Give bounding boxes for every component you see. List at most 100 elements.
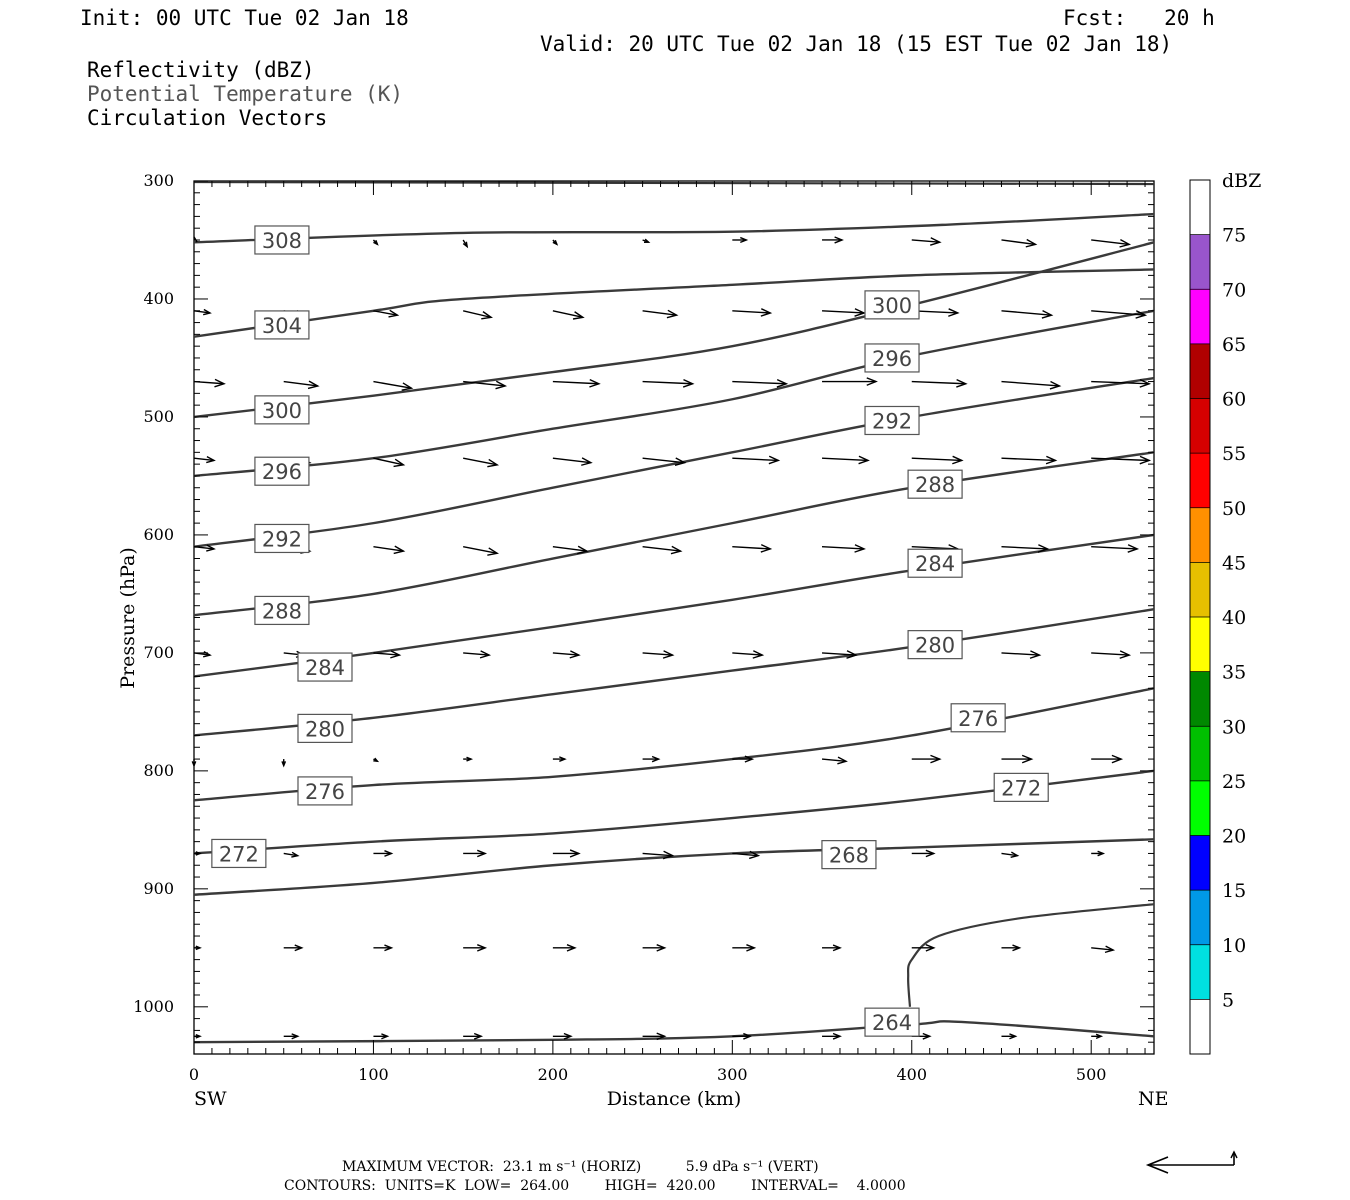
circulation-vectors (191, 236, 1152, 1041)
contour-label-text: 272 (219, 842, 259, 866)
circulation-vector (552, 239, 559, 246)
circulation-vector (373, 545, 406, 555)
circulation-vector (1091, 650, 1132, 659)
circulation-vector (1001, 1033, 1018, 1040)
isentrope-304 (193, 268, 1155, 338)
isentrope-272 (193, 769, 1155, 855)
isentrope-264 (193, 1020, 1155, 1044)
circulation-vector (1091, 945, 1116, 954)
y-tick-label: 1000 (133, 997, 174, 1016)
circulation-vector (373, 309, 400, 318)
circulation-vector (911, 944, 936, 952)
contour-label-text: 288 (915, 473, 955, 497)
contour-label-box (864, 1007, 920, 1037)
x-tick-label: 400 (896, 1065, 927, 1084)
contour-label: 288 (254, 595, 310, 626)
contour-label-box (297, 713, 353, 743)
colorbar-segment (1190, 726, 1210, 781)
contour-label-text: 264 (872, 1011, 912, 1035)
circulation-vector (1001, 455, 1058, 465)
contour-label-box (950, 703, 1006, 733)
circulation-vector (193, 308, 212, 316)
contour-label-box (254, 225, 310, 255)
circulation-vector (1001, 944, 1022, 952)
circulation-vector (1091, 754, 1124, 764)
circulation-vector (642, 755, 661, 763)
circulation-vector (732, 944, 757, 952)
contour-label: 296 (254, 456, 310, 486)
y-tick-label: 800 (143, 761, 174, 780)
circulation-vector (463, 849, 488, 858)
contour-label: 284 (297, 652, 353, 682)
circulation-vector (373, 850, 394, 857)
circulation-vector (462, 310, 493, 320)
colorbar-segment (1190, 234, 1210, 290)
colorbar: 5 10 15 20 25 30 35 40 45 50 55 60 65 70 75 (1189, 179, 1246, 1055)
colorbar-segment (1190, 453, 1210, 508)
valid-time: Valid: 20 UTC Tue 02 Jan 18 (15 EST Tue … (540, 32, 1173, 56)
circulation-vector (642, 379, 695, 388)
x-axis-right-label: NE (1138, 1088, 1169, 1110)
circulation-vector (463, 546, 500, 556)
contour-label: 292 (864, 405, 920, 436)
circulation-vector (1001, 238, 1038, 248)
colorbar-segment (1190, 507, 1210, 563)
y-tick-label: 500 (143, 407, 174, 426)
circulation-vector (1091, 544, 1140, 553)
colorbar-level-label: 45 (1222, 552, 1246, 574)
circulation-vector (1001, 380, 1062, 390)
isentrope-292 (193, 376, 1155, 548)
circulation-vector (373, 650, 402, 659)
circulation-vector (732, 650, 765, 659)
reference-vector-arrow (1145, 1150, 1238, 1174)
field-reflectivity: Reflectivity (dBZ) (87, 58, 315, 82)
contour-label-box (864, 343, 920, 373)
y-tick-label: 300 (143, 171, 174, 190)
contour-label-text: 276 (958, 707, 998, 731)
circulation-vector (732, 455, 781, 465)
circulation-vector (1091, 1033, 1104, 1039)
contour-label-box (211, 838, 267, 869)
contour-label-box (907, 630, 963, 660)
circulation-vector (732, 379, 789, 388)
circulation-vector (193, 651, 212, 658)
circulation-vector (552, 310, 585, 320)
contour-label-box (821, 840, 877, 870)
circulation-vector (552, 1032, 573, 1040)
circulation-vector (193, 456, 216, 464)
field-circulation-vectors: Circulation Vectors (87, 106, 328, 130)
colorbar-segment (1190, 890, 1210, 945)
circulation-vector (911, 754, 942, 764)
colorbar-level-label: 10 (1222, 935, 1246, 957)
circulation-vector (822, 377, 878, 386)
circulation-vector (911, 237, 942, 246)
x-tick-label: 500 (1076, 1065, 1107, 1084)
circulation-vector (642, 309, 679, 319)
contour-label-text: 292 (872, 409, 912, 433)
circulation-vector (1091, 310, 1148, 319)
contour-label: 296 (864, 343, 920, 373)
circulation-vector (642, 1032, 667, 1041)
circulation-vector (821, 756, 848, 765)
circulation-vector (822, 1032, 842, 1040)
colorbar-segment (1190, 617, 1210, 672)
contour-label: 264 (864, 1007, 920, 1037)
contour-label-box (907, 548, 963, 578)
circulation-vector (1091, 455, 1152, 465)
contour-label-box (297, 776, 353, 806)
colorbar-level-label: 5 (1222, 989, 1234, 1011)
circulation-vector (911, 379, 968, 388)
circulation-vector (373, 1033, 390, 1040)
circulation-vector (822, 455, 870, 465)
circulation-vector (1091, 379, 1152, 388)
circulation-vector (1001, 650, 1042, 659)
contour-label-text: 272 (1001, 776, 1041, 800)
colorbar-segment (1190, 343, 1210, 399)
circulation-vector (373, 457, 406, 468)
forecast-hour: Fcst: 20 h (1063, 6, 1215, 30)
y-tick-label: 400 (143, 289, 174, 308)
contour-label-text: 304 (262, 314, 302, 338)
contour-label-text: 284 (305, 656, 345, 680)
circulation-vector (552, 849, 581, 858)
contour-label: 304 (254, 310, 310, 340)
